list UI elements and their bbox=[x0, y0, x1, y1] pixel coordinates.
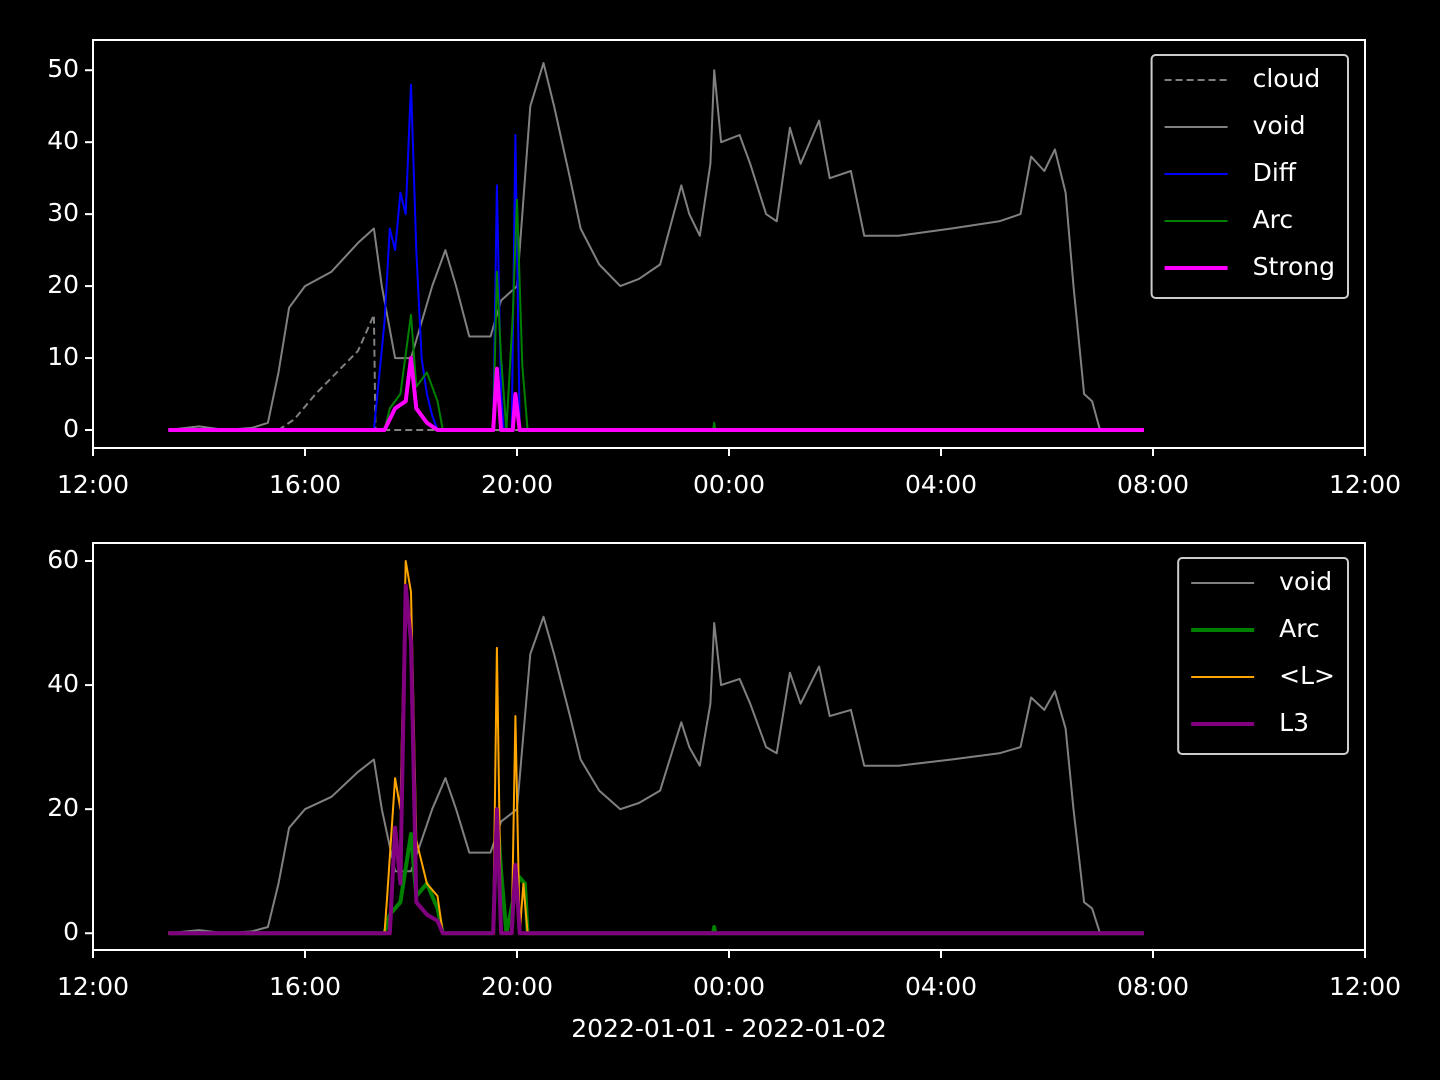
legend-label: Strong bbox=[1253, 252, 1335, 281]
x-tick-label: 12:00 bbox=[1329, 972, 1401, 1001]
legend-frame bbox=[1177, 557, 1349, 755]
legend-label: Diff bbox=[1253, 158, 1297, 187]
x-axis-label: 2022-01-01 - 2022-01-02 bbox=[571, 1014, 887, 1043]
series-line bbox=[168, 356, 1144, 432]
x-tick-label: 04:00 bbox=[905, 470, 977, 499]
x-tick-label: 08:00 bbox=[1117, 470, 1189, 499]
x-tick-label: 12:00 bbox=[57, 972, 129, 1001]
y-tick-label: 0 bbox=[63, 917, 79, 946]
legend: cloud void Diff Arc Strong bbox=[1150, 54, 1349, 299]
x-tick-label: 12:00 bbox=[1329, 470, 1401, 499]
legend-frame bbox=[1150, 54, 1349, 299]
y-tick-label: 0 bbox=[63, 414, 79, 443]
legend-label: Arc bbox=[1279, 614, 1320, 643]
legend-label: void bbox=[1279, 567, 1332, 596]
x-tick-label: 12:00 bbox=[57, 470, 129, 499]
y-tick-label: 50 bbox=[47, 54, 79, 83]
legend-label: Arc bbox=[1253, 205, 1294, 234]
x-tick-label: 20:00 bbox=[481, 972, 553, 1001]
y-tick-label: 40 bbox=[47, 126, 79, 155]
legend-label: L3 bbox=[1279, 708, 1309, 737]
y-tick-label: 10 bbox=[47, 342, 79, 371]
y-tick-label: 60 bbox=[47, 545, 79, 574]
legend-label: <L> bbox=[1279, 661, 1335, 690]
series-line bbox=[168, 615, 1144, 935]
x-tick-label: 16:00 bbox=[269, 972, 341, 1001]
plot-area bbox=[93, 543, 1365, 950]
x-tick-label: 08:00 bbox=[1117, 972, 1189, 1001]
x-tick-label: 04:00 bbox=[905, 972, 977, 1001]
x-tick-label: 20:00 bbox=[481, 470, 553, 499]
x-tick-label: 00:00 bbox=[693, 972, 765, 1001]
y-tick-label: 30 bbox=[47, 198, 79, 227]
y-tick-label: 40 bbox=[47, 669, 79, 698]
series-line bbox=[168, 62, 1144, 431]
legend-label: cloud bbox=[1253, 64, 1321, 93]
x-tick-label: 16:00 bbox=[269, 470, 341, 499]
legend-label: void bbox=[1253, 111, 1306, 140]
axes: 12:00 16:00 20:00 00:00 04:00 08:00 12:00 0 20 40… bbox=[47, 542, 1401, 1043]
series-line bbox=[168, 313, 1144, 431]
y-tick-label: 20 bbox=[47, 793, 79, 822]
x-tick-label: 00:00 bbox=[693, 470, 765, 499]
series-line bbox=[168, 583, 1144, 936]
legend: void Arc <L> L3 bbox=[1177, 557, 1349, 755]
y-tick-label: 20 bbox=[47, 270, 79, 299]
axes: 12:00 16:00 20:00 00:00 04:00 08:00 12:00 0 10 20… bbox=[47, 39, 1401, 499]
